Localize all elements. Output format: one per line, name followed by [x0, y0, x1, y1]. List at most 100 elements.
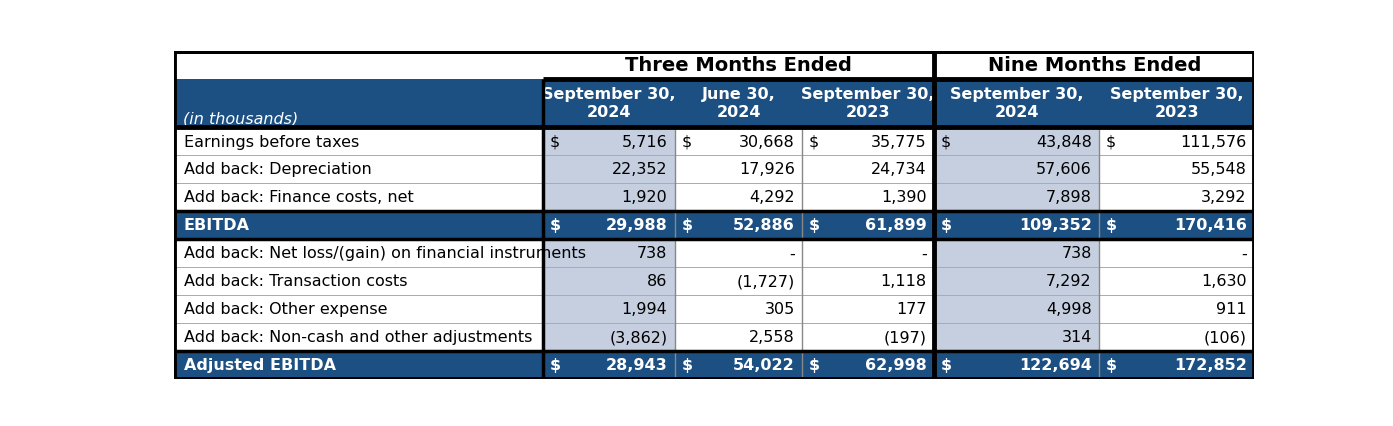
Text: Add back: Net loss/(gain) on financial instruments: Add back: Net loss/(gain) on financial i…	[184, 246, 585, 261]
Text: 24,734: 24,734	[871, 162, 926, 177]
Text: 5,716: 5,716	[621, 134, 667, 150]
Text: 55,548: 55,548	[1190, 162, 1247, 177]
Text: Adjusted EBITDA: Adjusted EBITDA	[184, 358, 336, 373]
Text: September 30,
2024: September 30, 2024	[950, 87, 1082, 120]
Bar	[1099, 351, 1254, 379]
Bar	[543, 268, 674, 295]
Bar	[674, 212, 802, 239]
Bar	[933, 295, 1099, 323]
Bar	[802, 295, 933, 323]
Text: Add back: Other expense: Add back: Other expense	[184, 302, 387, 317]
Bar	[1099, 184, 1254, 212]
Text: $: $	[1105, 134, 1116, 150]
Bar	[802, 268, 933, 295]
Text: Add back: Non-cash and other adjustments: Add back: Non-cash and other adjustments	[184, 330, 532, 345]
Text: 4,998: 4,998	[1046, 302, 1091, 317]
Bar	[802, 239, 933, 268]
Bar	[543, 184, 674, 212]
Text: September 30,
2023: September 30, 2023	[801, 87, 935, 120]
Bar	[174, 184, 543, 212]
Bar	[1099, 128, 1254, 156]
Text: $: $	[940, 358, 951, 373]
Text: 7,898: 7,898	[1045, 190, 1091, 205]
Bar	[543, 351, 674, 379]
Text: 52,886: 52,886	[733, 218, 794, 233]
Bar	[802, 156, 933, 184]
Bar	[174, 323, 543, 351]
Bar	[174, 351, 543, 379]
Text: 911: 911	[1216, 302, 1247, 317]
Bar	[174, 295, 543, 323]
Bar	[1099, 239, 1254, 268]
Text: 57,606: 57,606	[1035, 162, 1091, 177]
Bar	[674, 156, 802, 184]
Text: 1,118: 1,118	[880, 274, 926, 289]
Bar	[1099, 268, 1254, 295]
Bar	[933, 351, 1099, 379]
Bar	[802, 212, 933, 239]
Text: 86: 86	[646, 274, 667, 289]
Bar	[802, 79, 933, 128]
Bar	[1099, 156, 1254, 184]
Bar	[933, 156, 1099, 184]
Text: 2,558: 2,558	[748, 330, 794, 345]
Text: $: $	[681, 134, 691, 150]
Text: 35,775: 35,775	[871, 134, 926, 150]
Text: 29,988: 29,988	[605, 218, 667, 233]
Text: 111,576: 111,576	[1180, 134, 1247, 150]
Text: 1,920: 1,920	[621, 190, 667, 205]
Text: 1,390: 1,390	[880, 190, 926, 205]
Text: 1,630: 1,630	[1201, 274, 1247, 289]
Text: (106): (106)	[1204, 330, 1247, 345]
Text: $: $	[1105, 358, 1116, 373]
Bar	[933, 51, 1254, 79]
Text: $: $	[808, 358, 819, 373]
Text: 54,022: 54,022	[733, 358, 794, 373]
Bar	[933, 212, 1099, 239]
Text: $: $	[549, 358, 560, 373]
Bar	[802, 184, 933, 212]
Text: 22,352: 22,352	[612, 162, 667, 177]
Bar	[543, 239, 674, 268]
Bar	[1099, 323, 1254, 351]
Text: 172,852: 172,852	[1173, 358, 1247, 373]
Text: June 30,
2024: June 30, 2024	[701, 87, 775, 120]
Bar	[933, 239, 1099, 268]
Bar	[802, 351, 933, 379]
Bar	[674, 351, 802, 379]
Bar	[174, 128, 543, 156]
Text: 43,848: 43,848	[1035, 134, 1091, 150]
Bar	[1099, 295, 1254, 323]
Text: $: $	[681, 358, 692, 373]
Text: 738: 738	[1061, 246, 1091, 261]
Text: 61,899: 61,899	[864, 218, 926, 233]
Bar	[543, 295, 674, 323]
Text: (1,727): (1,727)	[736, 274, 794, 289]
Bar	[674, 268, 802, 295]
Bar	[933, 128, 1099, 156]
Text: 28,943: 28,943	[605, 358, 667, 373]
Bar	[802, 323, 933, 351]
Text: 4,292: 4,292	[749, 190, 794, 205]
Bar	[933, 79, 1099, 128]
Bar	[543, 51, 933, 79]
Text: $: $	[549, 134, 560, 150]
Text: -: -	[921, 246, 926, 261]
Bar	[1099, 212, 1254, 239]
Text: $: $	[549, 218, 560, 233]
Bar	[933, 184, 1099, 212]
Text: Add back: Depreciation: Add back: Depreciation	[184, 162, 372, 177]
Text: 170,416: 170,416	[1173, 218, 1247, 233]
Text: (3,862): (3,862)	[609, 330, 667, 345]
Text: 314: 314	[1061, 330, 1091, 345]
Bar	[543, 156, 674, 184]
Text: EBITDA: EBITDA	[184, 218, 249, 233]
Text: 7,292: 7,292	[1046, 274, 1091, 289]
Text: 109,352: 109,352	[1018, 218, 1091, 233]
Text: 62,998: 62,998	[864, 358, 926, 373]
Bar	[174, 156, 543, 184]
Bar	[674, 295, 802, 323]
Bar	[933, 268, 1099, 295]
Text: $: $	[940, 218, 951, 233]
Bar	[674, 184, 802, 212]
